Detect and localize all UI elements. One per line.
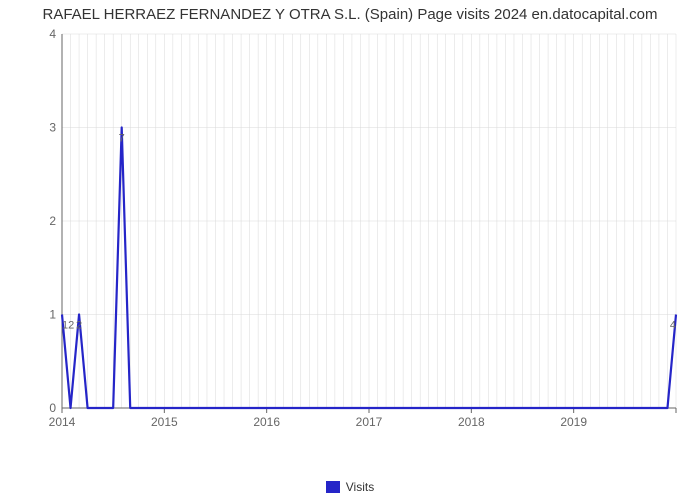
svg-text:1: 1	[49, 308, 56, 322]
svg-text:3: 3	[49, 121, 56, 135]
svg-text:2018: 2018	[458, 415, 485, 429]
svg-text:2016: 2016	[253, 415, 280, 429]
svg-text:4: 4	[49, 28, 56, 41]
chart-legend: Visits	[0, 479, 700, 494]
legend-swatch	[326, 481, 340, 493]
svg-text:2: 2	[49, 214, 56, 228]
legend-label: Visits	[346, 480, 374, 494]
svg-text:7: 7	[119, 133, 125, 145]
svg-text:2017: 2017	[356, 415, 383, 429]
svg-text:4: 4	[670, 320, 676, 332]
svg-text:2014: 2014	[49, 415, 76, 429]
line-chart: 01234 201420152016201720182019 12274	[40, 28, 680, 438]
svg-text:0: 0	[49, 401, 56, 415]
svg-text:2015: 2015	[151, 415, 178, 429]
svg-text:2: 2	[76, 320, 82, 332]
chart-title: RAFAEL HERRAEZ FERNANDEZ Y OTRA S.L. (Sp…	[0, 6, 700, 23]
svg-text:12: 12	[62, 320, 74, 332]
svg-text:2019: 2019	[560, 415, 587, 429]
